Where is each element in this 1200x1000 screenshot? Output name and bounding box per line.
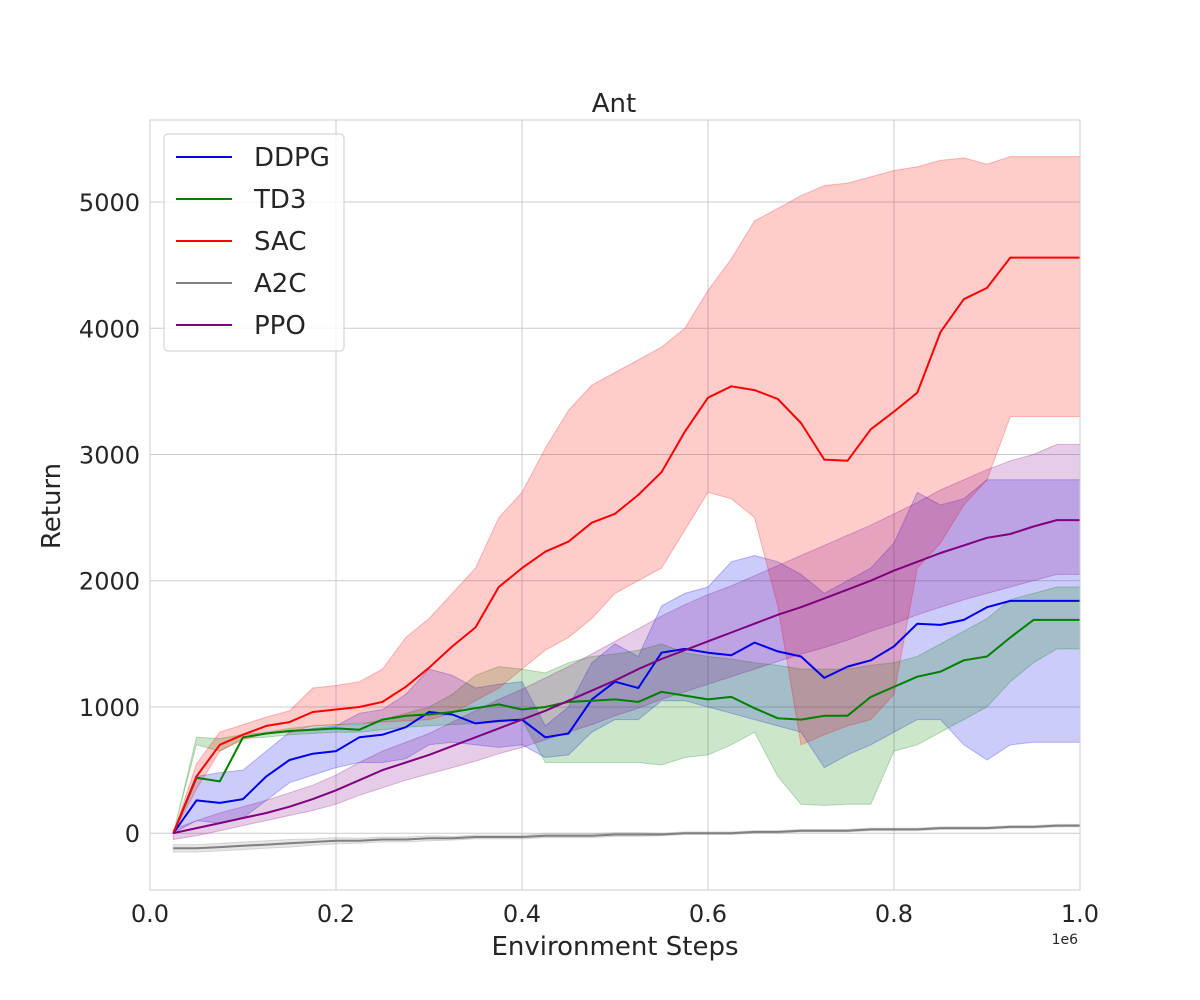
x-tick-label: 0.8: [875, 900, 913, 928]
line-sac: [172, 256, 1080, 834]
plot-frame: [149, 119, 1081, 891]
y-tick-label: 5000: [79, 189, 140, 217]
legend-label-sac: SAC: [254, 227, 306, 257]
line-ddpg: [172, 599, 1080, 834]
x-offset-label: 1e6: [1052, 932, 1079, 948]
grid-lines: [149, 120, 1081, 890]
legend-frame: [163, 133, 345, 352]
y-tick-label: 2000: [79, 568, 140, 596]
x-tick-label: 0.4: [503, 900, 541, 928]
x-tick-label: 0.2: [317, 900, 355, 928]
series-lines: [172, 256, 1080, 850]
x-tick-label: 1.0: [1061, 900, 1099, 928]
y-tick-label: 0: [125, 820, 140, 848]
x-tick-labels: 0.0 0.2 0.4 0.6 0.8 1.0: [131, 900, 1099, 928]
chart-title: Ant: [592, 89, 636, 119]
line-td3: [172, 618, 1080, 834]
x-tick-label: 0.6: [689, 900, 727, 928]
y-tick-labels: 0 1000 2000 3000 4000 5000: [79, 189, 140, 848]
legend-label-ppo: PPO: [254, 311, 306, 341]
line-ppo: [173, 519, 1080, 835]
legend-label-td3: TD3: [253, 185, 306, 215]
y-tick-label: 1000: [79, 694, 140, 722]
x-tick-label: 0.0: [131, 900, 169, 928]
line-a2c: [173, 824, 1080, 850]
legend-label-ddpg: DDPG: [254, 143, 330, 173]
y-axis-label: Return: [37, 463, 67, 549]
y-tick-label: 4000: [79, 315, 140, 343]
legend-label-a2c: A2C: [254, 269, 306, 299]
legend: DDPG TD3 SAC A2C PPO: [163, 133, 345, 352]
y-tick-label: 3000: [79, 442, 140, 470]
x-axis-label: Environment Steps: [491, 932, 738, 962]
plot-area: [149, 119, 1081, 891]
